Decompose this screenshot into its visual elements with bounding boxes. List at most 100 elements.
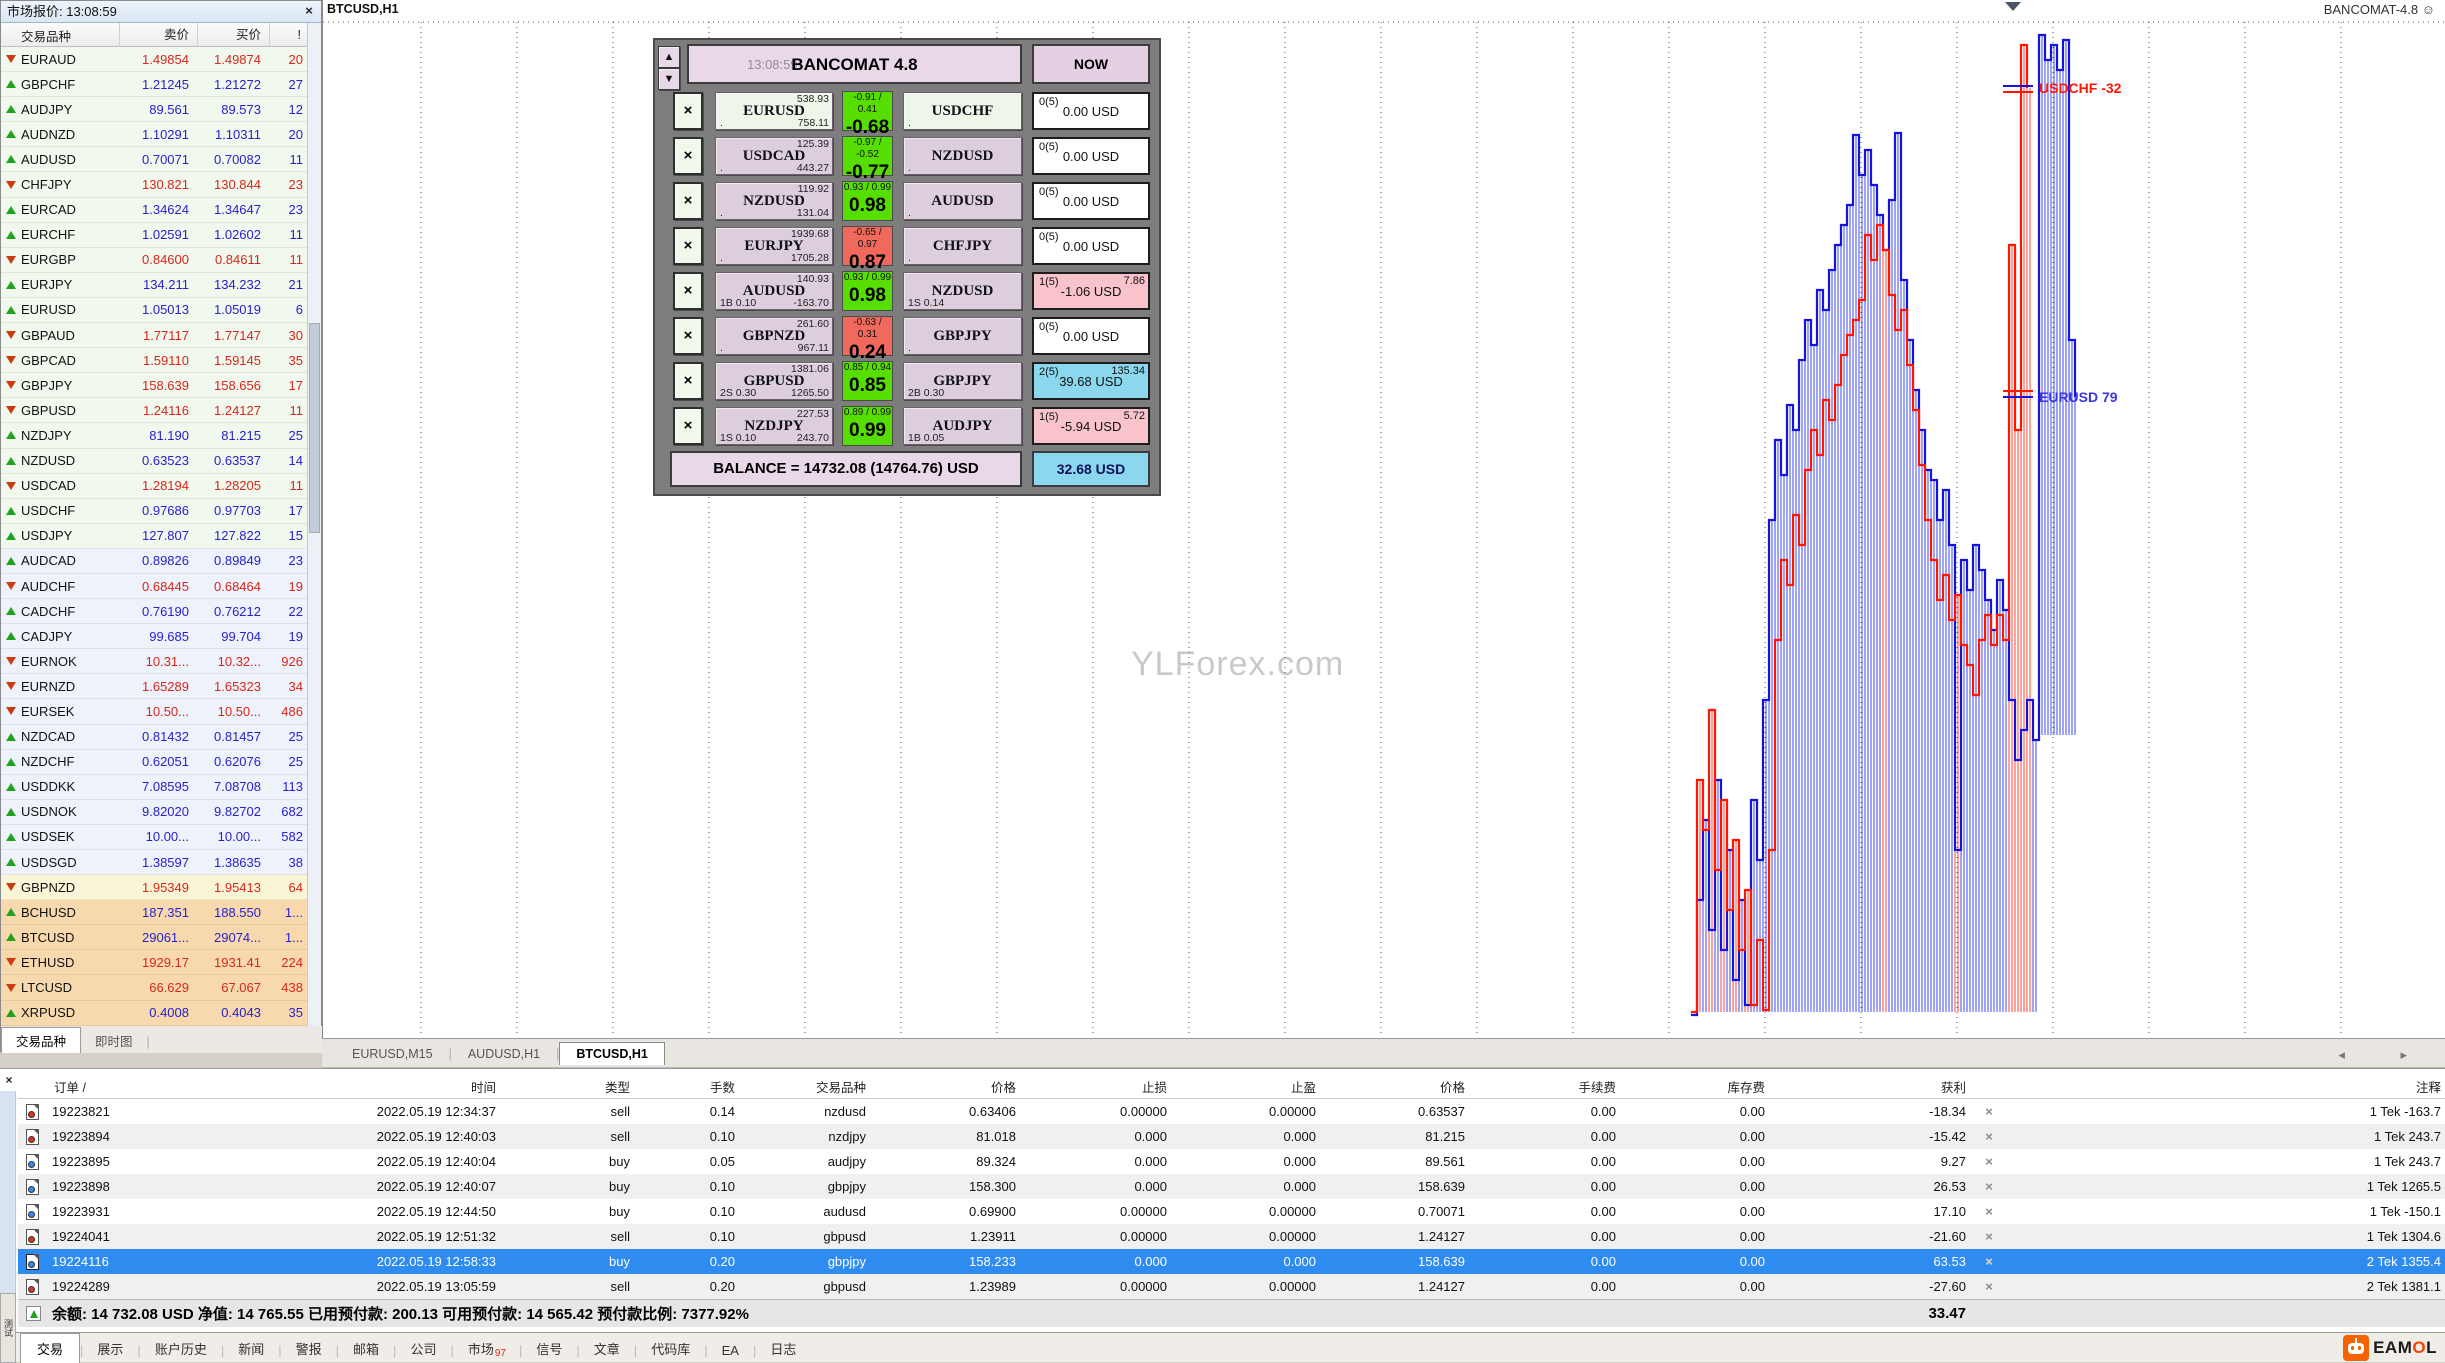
close-order-icon[interactable]: × (1985, 1104, 1993, 1119)
column-header[interactable]: 获利 (1940, 1081, 1966, 1095)
column-header[interactable]: 手数 (709, 1081, 735, 1095)
market-watch-row[interactable]: EURCHF 1.02591 1.02602 11 (1, 222, 309, 248)
close-pair-button[interactable]: × (673, 407, 703, 445)
column-symbol[interactable]: 交易品种 (21, 29, 72, 44)
bottom-tab-11[interactable]: EA (721, 1343, 739, 1358)
market-watch-row[interactable]: GBPJPY 158.639 158.656 17 (1, 373, 309, 399)
market-watch-row[interactable]: USDNOK 9.82020 9.82702 682 (1, 799, 309, 825)
market-watch-row[interactable]: USDCHF 0.97686 0.97703 17 (1, 498, 309, 524)
chart-tab-audusd-h1[interactable]: AUDUSD,H1 (467, 1047, 541, 1061)
order-row[interactable]: 19224041 2022.05.19 12:51:32 sell 0.10 gbpus… (18, 1224, 2445, 1249)
market-watch-row[interactable]: EURUSD 1.05013 1.05019 6 (1, 297, 309, 324)
pair-right-button[interactable]: GBPJPY 2B 0.30 (903, 362, 1022, 400)
close-order-icon[interactable]: × (1985, 1154, 1993, 1169)
market-watch-row[interactable]: GBPUSD 1.24116 1.24127 11 (1, 398, 309, 424)
market-watch-row[interactable]: USDSGD 1.38597 1.38635 38 (1, 850, 309, 876)
pair-result-box[interactable]: 0(5) 0.00 USD (1032, 317, 1150, 355)
tab-scroll-arrows[interactable]: ◂ ▸ (2338, 1047, 2433, 1062)
correlation-box[interactable]: -0.63 / 0.31 0.24 (842, 316, 893, 363)
column-header[interactable]: 价格 (1439, 1081, 1465, 1095)
market-watch-row[interactable]: CADCHF 0.76190 0.76212 22 (1, 599, 309, 625)
pair-left-button[interactable]: GBPUSD 1381.06 1265.50 2S 0.30 (715, 362, 833, 400)
market-watch-row[interactable]: GBPAUD 1.77117 1.77147 30 (1, 323, 309, 349)
market-watch-tab-ticks[interactable]: 即时图 (95, 1035, 133, 1049)
column-header[interactable]: 手续费 (1578, 1081, 1616, 1095)
market-watch-row[interactable]: AUDCHF 0.68445 0.68464 19 (1, 573, 309, 600)
market-watch-row[interactable]: EURAUD 1.49854 1.49874 20 (1, 47, 309, 73)
market-watch-row[interactable]: USDJPY 127.807 127.822 15 (1, 523, 309, 549)
close-order-icon[interactable]: × (1985, 1254, 1993, 1269)
market-watch-row[interactable]: XRPUSD 0.4008 0.4043 35 (1, 1000, 309, 1026)
column-sell[interactable]: 卖价 (119, 23, 197, 47)
order-row[interactable]: 19223931 2022.05.19 12:44:50 buy 0.10 audusd… (18, 1199, 2445, 1224)
market-watch-row[interactable]: EURNZD 1.65289 1.65323 34 (1, 674, 309, 700)
pair-right-button[interactable]: NZDUSD 1S 0.14 (903, 272, 1022, 310)
column-buy[interactable]: 买价 (197, 23, 269, 47)
price-chart[interactable]: USDCHF -32 EURUSD 79 (323, 20, 2445, 1038)
close-icon[interactable]: × (305, 3, 313, 18)
market-watch-scrollbar[interactable] (307, 23, 321, 1026)
bottom-tab-12[interactable]: 日志 (770, 1342, 797, 1357)
pair-result-box[interactable]: 0(5) 0.00 USD (1032, 182, 1150, 220)
pair-right-button[interactable]: AUDJPY 1B 0.05 (903, 407, 1022, 445)
column-header[interactable]: 库存费 (1727, 1081, 1765, 1095)
market-watch-row[interactable]: NZDCAD 0.81432 0.81457 25 (1, 724, 309, 750)
pair-left-button[interactable]: GBPNZD 261.60 967.11. (715, 317, 833, 355)
pair-left-button[interactable]: NZDUSD 119.92 131.04. (715, 182, 833, 220)
pair-left-button[interactable]: AUDUSD 140.93 -163.70 1B 0.10 (715, 272, 833, 310)
market-watch-row[interactable]: EURGBP 0.84600 0.84611 11 (1, 247, 309, 273)
market-watch-row[interactable]: BTCUSD 29061... 29074... 1... (1, 925, 309, 951)
close-pair-button[interactable]: × (673, 182, 703, 220)
order-row[interactable]: 19223894 2022.05.19 12:40:03 sell 0.10 nzdjp… (18, 1124, 2445, 1149)
pair-result-box[interactable]: 1(5) -5.94 USD 5.72 (1032, 407, 1150, 445)
market-watch-row[interactable]: NZDUSD 0.63523 0.63537 14 (1, 448, 309, 474)
market-watch-row[interactable]: BCHUSD 187.351 188.550 1... (1, 900, 309, 926)
market-watch-row[interactable]: AUDJPY 89.561 89.573 12 (1, 97, 309, 123)
bottom-tab-0[interactable]: 交易 (20, 1333, 81, 1363)
market-watch-row[interactable]: NZDJPY 81.190 81.215 25 (1, 423, 309, 449)
column-header[interactable]: 注释 (2415, 1081, 2441, 1095)
market-watch-row[interactable]: NZDCHF 0.62051 0.62076 25 (1, 749, 309, 775)
pair-left-button[interactable]: NZDJPY 227.53 243.70 1S 0.10 (715, 407, 833, 445)
correlation-box[interactable]: -0.97 / -0.52 -0.77 (842, 136, 893, 183)
order-row[interactable]: 19223821 2022.05.19 12:34:37 sell 0.14 nzdus… (18, 1099, 2445, 1124)
pair-left-button[interactable]: EURJPY 1939.68 1705.28. (715, 227, 833, 265)
bottom-tab-10[interactable]: 代码库 (651, 1342, 691, 1357)
docked-vertical-tab[interactable]: 测试 (0, 1293, 16, 1363)
close-pair-button[interactable]: × (673, 317, 703, 355)
correlation-box[interactable]: 0.93 / 0.99 0.98 (842, 271, 893, 311)
bottom-tab-1[interactable]: 展示 (97, 1342, 124, 1357)
pair-result-box[interactable]: 0(5) 0.00 USD (1032, 227, 1150, 265)
chart-window[interactable]: BTCUSD,H1 BANCOMAT-4.8 ☺ YLForex.com USD… (322, 0, 2445, 1038)
pair-right-button[interactable]: CHFJPY. (903, 227, 1022, 265)
market-watch-row[interactable]: ETHUSD 1929.17 1931.41 224 (1, 950, 309, 976)
close-pair-button[interactable]: × (673, 227, 703, 265)
market-watch-row[interactable]: USDCAD 1.28194 1.28205 11 (1, 473, 309, 499)
panel-collapse-down-icon[interactable]: ▼ (658, 68, 680, 90)
correlation-box[interactable]: 0.89 / 0.99 0.99 (842, 406, 893, 446)
market-watch-row[interactable]: GBPNZD 1.95349 1.95413 64 (1, 875, 309, 901)
column-header[interactable]: 时间 (470, 1081, 496, 1095)
bottom-tab-4[interactable]: 警报 (295, 1342, 322, 1357)
market-watch-row[interactable]: USDSEK 10.00... 10.00... 582 (1, 824, 309, 850)
close-order-icon[interactable]: × (1985, 1179, 1993, 1194)
market-watch-row[interactable]: LTCUSD 66.629 67.067 438 (1, 975, 309, 1001)
column-header[interactable]: 订单 / (54, 1081, 86, 1095)
pair-right-button[interactable]: USDCHF. (903, 92, 1022, 130)
correlation-box[interactable]: 0.93 / 0.99 0.98 (842, 181, 893, 221)
chart-tab-btcusd-h1[interactable]: BTCUSD,H1 (559, 1042, 665, 1065)
market-watch-row[interactable]: GBPCHF 1.21245 1.21272 27 (1, 72, 309, 98)
column-header[interactable]: 价格 (990, 1081, 1016, 1095)
market-watch-row[interactable]: USDDKK 7.08595 7.08708 113 (1, 774, 309, 800)
scroll-to-end-icon[interactable] (2005, 2, 2021, 11)
close-pair-button[interactable]: × (673, 92, 703, 130)
pair-result-box[interactable]: 1(5) -1.06 USD 7.86 (1032, 272, 1150, 310)
pair-result-box[interactable]: 0(5) 0.00 USD (1032, 137, 1150, 175)
market-watch-row[interactable]: EURCAD 1.34624 1.34647 23 (1, 197, 309, 223)
market-watch-tab-symbols[interactable]: 交易品种 (1, 1027, 82, 1053)
column-header[interactable]: 类型 (604, 1081, 630, 1095)
bottom-tab-8[interactable]: 信号 (536, 1342, 563, 1357)
bottom-tab-5[interactable]: 邮箱 (353, 1342, 380, 1357)
bottom-tab-2[interactable]: 账户历史 (154, 1342, 207, 1357)
order-row[interactable]: 19224289 2022.05.19 13:05:59 sell 0.20 gbpus… (18, 1274, 2445, 1299)
